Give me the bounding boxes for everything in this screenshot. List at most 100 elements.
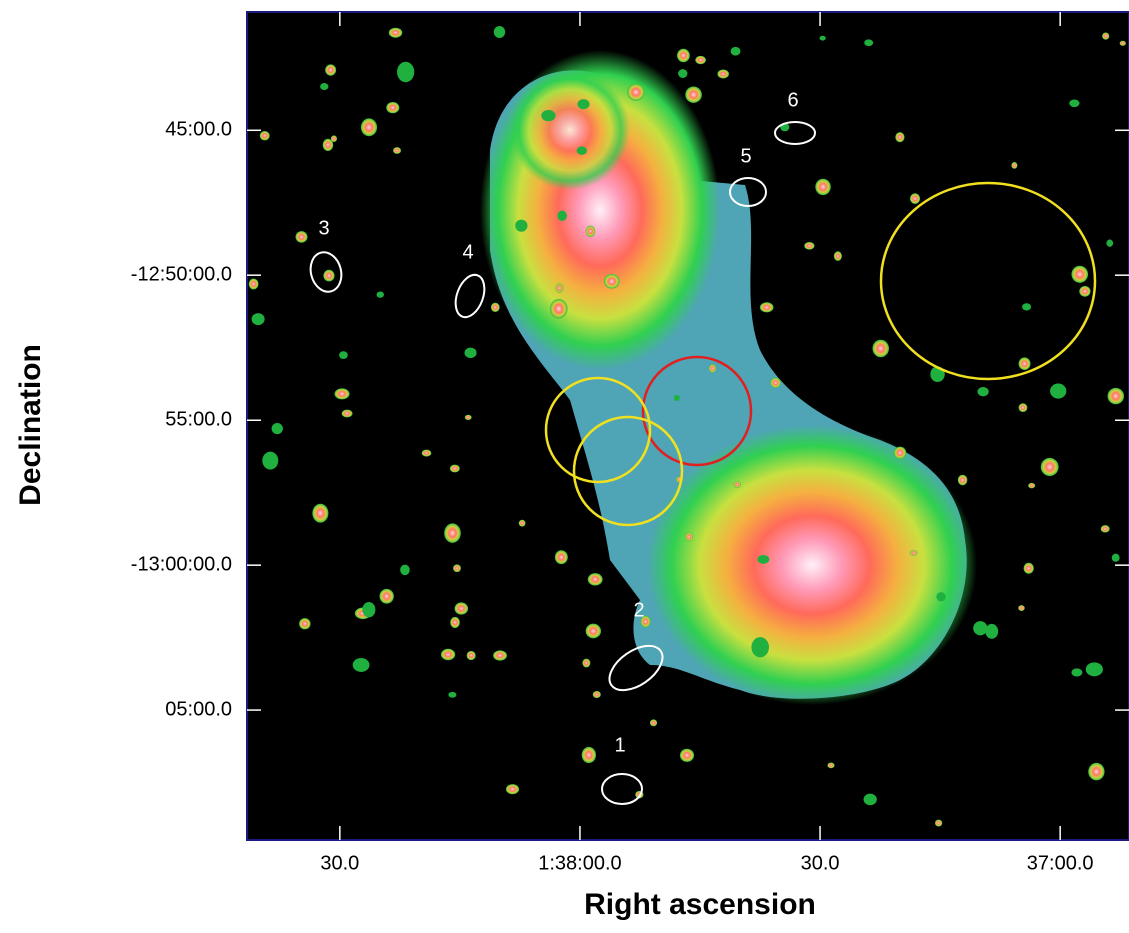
source — [603, 273, 620, 289]
source — [909, 549, 918, 557]
yellow-region — [544, 376, 652, 484]
source — [454, 602, 469, 615]
source — [490, 302, 500, 313]
source — [251, 313, 265, 326]
x-tick-label: 37:00.0 — [1027, 852, 1094, 874]
source — [466, 650, 476, 661]
source — [323, 269, 335, 282]
source — [341, 409, 353, 418]
source — [386, 101, 400, 114]
source — [627, 83, 645, 101]
x-axis-title: Right ascension — [584, 888, 816, 921]
source — [872, 339, 889, 358]
source — [1040, 457, 1059, 477]
source — [585, 623, 602, 639]
source — [549, 298, 568, 319]
ellipse — [608, 644, 664, 692]
source — [819, 35, 826, 41]
yellow-region — [879, 181, 1097, 381]
source — [730, 46, 741, 56]
source — [576, 146, 587, 155]
north-peak — [510, 70, 630, 190]
source — [248, 278, 259, 290]
source — [1022, 303, 1032, 311]
source — [649, 719, 658, 727]
y-tick-label: -12:50:00.0 — [131, 263, 232, 285]
x-tick-label: 30.0 — [320, 852, 359, 874]
source — [833, 251, 842, 261]
source — [695, 55, 706, 65]
source — [1106, 239, 1114, 247]
source — [259, 131, 270, 141]
source — [957, 474, 968, 486]
source — [678, 69, 688, 78]
source — [759, 302, 774, 313]
red-region — [641, 355, 753, 467]
source — [464, 347, 477, 359]
source — [864, 39, 874, 47]
source — [450, 616, 460, 629]
source — [448, 691, 457, 698]
ellipse — [729, 177, 767, 207]
source — [1100, 525, 1110, 533]
source — [673, 394, 680, 401]
annotation: 2 — [633, 599, 644, 621]
source — [804, 242, 815, 250]
source — [322, 138, 334, 152]
source — [733, 481, 741, 488]
source — [1107, 387, 1125, 405]
source — [299, 618, 311, 630]
source — [582, 658, 591, 668]
source — [1111, 553, 1120, 562]
source — [1119, 40, 1126, 46]
source — [1088, 762, 1105, 781]
source — [325, 64, 337, 76]
source — [592, 690, 601, 699]
source — [685, 86, 702, 103]
source — [677, 48, 690, 63]
source — [895, 132, 905, 143]
source — [708, 364, 717, 373]
source — [334, 388, 350, 400]
source — [1023, 562, 1034, 574]
source — [493, 25, 506, 39]
source — [388, 27, 403, 38]
x-tick-label: 1:38:00.0 — [538, 852, 621, 874]
source — [985, 623, 999, 639]
source — [973, 621, 988, 636]
source — [685, 532, 693, 542]
source — [339, 351, 348, 359]
ellipse — [454, 273, 486, 319]
source — [557, 210, 567, 222]
source — [640, 615, 651, 628]
source — [679, 748, 695, 762]
annotation: 6 — [787, 89, 798, 111]
source — [453, 564, 461, 573]
source — [1102, 32, 1110, 40]
annotation: 5 — [740, 145, 751, 167]
source — [827, 762, 835, 769]
y-tick-label: 55:00.0 — [165, 409, 232, 431]
source — [1071, 265, 1089, 283]
source — [505, 784, 520, 795]
source — [1018, 403, 1028, 413]
candidate-ellipses — [309, 121, 816, 805]
source — [1085, 662, 1103, 677]
source — [581, 746, 596, 764]
yellow-region — [572, 415, 684, 527]
source — [376, 291, 384, 298]
ellipse — [601, 773, 643, 805]
source — [262, 451, 279, 470]
ellipse — [774, 121, 816, 145]
source — [464, 414, 472, 420]
source — [421, 449, 432, 457]
source — [1071, 668, 1083, 677]
y-tick-label: 05:00.0 — [165, 698, 232, 720]
source — [554, 550, 568, 565]
y-tick-label: 45:00.0 — [165, 119, 232, 141]
source — [379, 588, 394, 604]
source — [515, 219, 528, 232]
source — [444, 523, 461, 543]
source — [320, 83, 329, 91]
source — [541, 109, 556, 122]
